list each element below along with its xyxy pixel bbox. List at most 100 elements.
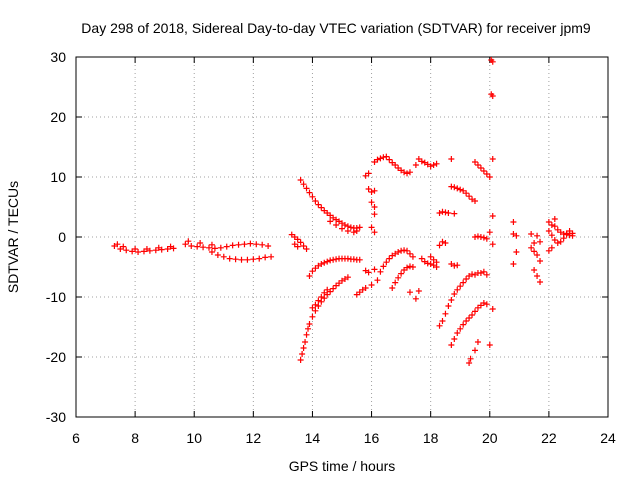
- data-point: [486, 229, 493, 236]
- series-arc-17h-lower: [389, 263, 422, 302]
- series-arc-18h-cluster: [418, 208, 452, 270]
- data-point: [324, 286, 331, 293]
- data-point: [241, 241, 248, 248]
- data-point: [534, 252, 541, 258]
- data-point: [188, 243, 195, 249]
- data-point: [365, 269, 372, 276]
- data-point: [457, 186, 464, 193]
- series-arc-dip-11h: [208, 249, 275, 263]
- data-point: [377, 268, 384, 275]
- data-point: [442, 310, 449, 317]
- data-point: [472, 198, 478, 204]
- data-point: [406, 250, 413, 257]
- data-point: [235, 241, 242, 248]
- data-point: [427, 163, 434, 170]
- data-point: [341, 222, 348, 228]
- series-arc-low-morning: [111, 241, 177, 255]
- data-point: [404, 170, 411, 177]
- data-point: [537, 279, 544, 285]
- data-point: [371, 211, 378, 218]
- data-point: [294, 236, 301, 243]
- data-point: [545, 247, 552, 254]
- data-point: [436, 210, 443, 216]
- data-point: [480, 234, 487, 241]
- data-point: [472, 308, 478, 315]
- series-arc-21h: [510, 219, 544, 285]
- data-point: [309, 268, 316, 275]
- data-point: [560, 235, 567, 242]
- data-point: [418, 255, 425, 262]
- data-point: [253, 241, 260, 248]
- data-point: [315, 201, 322, 208]
- data-point: [480, 300, 487, 306]
- data-point: [551, 223, 558, 230]
- data-point: [321, 289, 328, 296]
- data-point: [486, 174, 493, 180]
- data-point: [483, 171, 490, 177]
- data-point: [454, 286, 461, 293]
- data-point: [356, 224, 363, 231]
- x-tick-label: 22: [541, 430, 557, 446]
- data-point: [460, 279, 467, 286]
- data-point: [229, 242, 236, 249]
- data-point: [309, 304, 316, 311]
- data-point: [315, 303, 322, 309]
- data-point: [480, 268, 487, 275]
- data-point: [404, 264, 411, 271]
- data-point: [454, 185, 461, 192]
- data-point: [489, 213, 496, 219]
- series-cluster-22h: [545, 216, 576, 254]
- data-point: [466, 315, 473, 321]
- data-point: [474, 162, 481, 168]
- data-point: [365, 170, 372, 177]
- data-point: [569, 230, 576, 237]
- data-point: [548, 244, 555, 251]
- data-point: [445, 303, 452, 309]
- data-point: [439, 318, 446, 324]
- data-point: [531, 240, 538, 246]
- data-point: [143, 246, 150, 252]
- data-point: [250, 256, 257, 263]
- data-point: [415, 288, 422, 294]
- data-point: [238, 256, 245, 263]
- data-point: [404, 247, 411, 254]
- series-arc-plateau-15h: [306, 255, 363, 279]
- data-point: [368, 199, 375, 206]
- data-point: [371, 187, 378, 194]
- data-point: [513, 249, 520, 255]
- data-point: [448, 297, 455, 303]
- data-point: [467, 355, 474, 362]
- data-point: [299, 351, 306, 357]
- data-point: [344, 274, 351, 281]
- data-point: [371, 229, 378, 236]
- series-arc-rising-14h: [297, 274, 351, 363]
- data-point: [206, 244, 212, 251]
- data-point: [386, 156, 393, 163]
- data-point: [463, 276, 470, 282]
- data-point: [409, 264, 416, 270]
- data-point: [489, 156, 496, 162]
- data-point: [194, 243, 201, 250]
- series-arc-descending-14h: [297, 177, 363, 236]
- data-point: [185, 238, 192, 245]
- data-point: [321, 295, 328, 302]
- series-arc-mid-morning: [182, 238, 272, 252]
- series-arc-18.5h: [448, 183, 478, 269]
- data-point: [155, 244, 162, 251]
- data-point: [300, 181, 307, 188]
- data-point: [350, 229, 357, 236]
- x-tick-label: 10: [186, 430, 202, 446]
- data-point: [259, 241, 266, 248]
- y-tick-label: -30: [46, 409, 66, 425]
- data-point: [300, 345, 307, 351]
- y-tick-label: 10: [50, 169, 66, 185]
- x-tick-label: 14: [305, 430, 321, 446]
- data-point: [489, 306, 496, 312]
- data-point: [531, 248, 538, 255]
- data-point: [466, 193, 473, 200]
- data-point: [365, 186, 372, 192]
- x-tick-label: 12: [246, 430, 262, 446]
- data-point: [339, 225, 345, 232]
- data-point: [374, 277, 381, 284]
- axis-ticks: [75, 56, 609, 418]
